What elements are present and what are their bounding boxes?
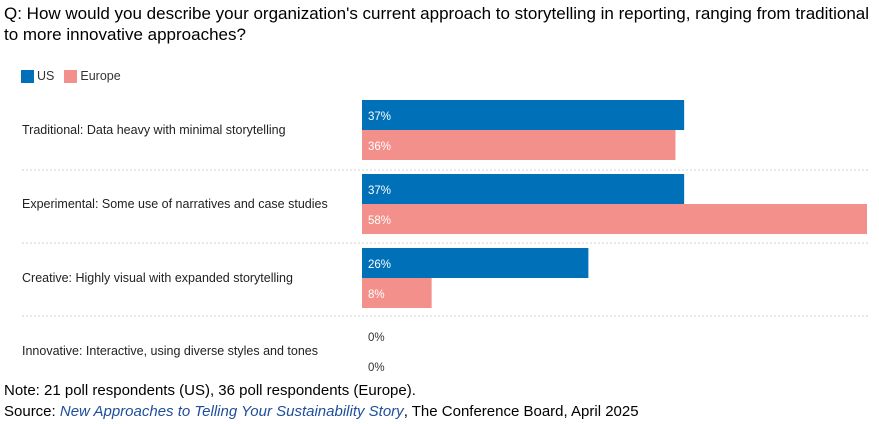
chart-legend: US Europe — [21, 69, 131, 83]
data-label-us: 26% — [368, 259, 391, 271]
legend-item-europe: Europe — [64, 69, 121, 83]
legend-swatch-europe — [64, 69, 78, 83]
data-label-europe: 0% — [368, 362, 385, 374]
footer-note: Note: 21 poll respondents (US), 36 poll … — [4, 382, 416, 399]
source-link[interactable]: New Approaches to Telling Your Sustainab… — [59, 403, 404, 420]
legend-label-us: US — [37, 69, 55, 83]
bar-chart: Traditional: Data heavy with minimal sto… — [22, 100, 868, 374]
category-label: Innovative: Interactive, using diverse s… — [22, 344, 318, 358]
source-suffix: , The Conference Board, April 2025 — [403, 403, 639, 420]
data-label-europe: 36% — [368, 141, 391, 153]
bar-europe — [362, 204, 867, 234]
legend-label-europe: Europe — [80, 69, 121, 83]
category-label: Traditional: Data heavy with minimal sto… — [22, 123, 286, 137]
bar-us — [362, 174, 685, 204]
data-label-europe: 8% — [368, 289, 385, 301]
bar-europe — [362, 130, 676, 160]
category-label: Experimental: Some use of narratives and… — [22, 197, 328, 211]
question-text: Q: How would you describe your organizat… — [4, 4, 870, 44]
category-label: Creative: Highly visual with expanded st… — [22, 271, 293, 285]
legend-item-us: US — [21, 69, 54, 83]
chart-footer: Note: 21 poll respondents (US), 36 poll … — [4, 380, 639, 422]
data-label-us: 37% — [368, 185, 391, 197]
data-label-us: 37% — [368, 111, 391, 123]
bar-us — [362, 248, 589, 278]
footer-source: Source: New Approaches to Telling Your S… — [4, 401, 639, 422]
data-label-europe: 58% — [368, 215, 391, 227]
bar-europe — [362, 278, 432, 308]
data-label-us: 0% — [368, 332, 385, 344]
source-prefix: Source: — [4, 403, 60, 420]
legend-swatch-us — [21, 69, 34, 83]
bar-us — [362, 100, 685, 130]
